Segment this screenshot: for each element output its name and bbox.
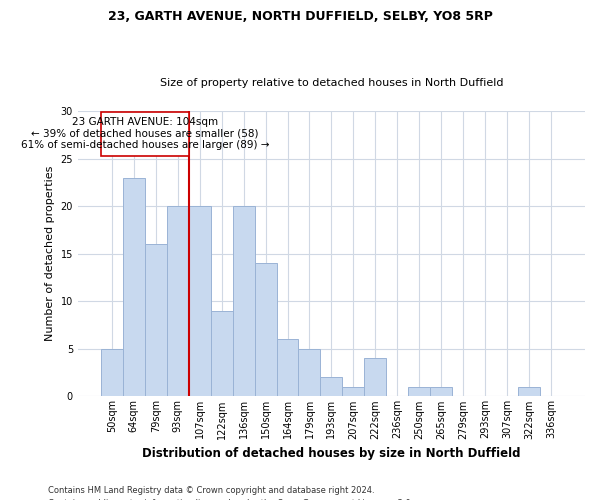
Bar xyxy=(233,206,254,396)
FancyBboxPatch shape xyxy=(101,112,189,156)
X-axis label: Distribution of detached houses by size in North Duffield: Distribution of detached houses by size … xyxy=(142,447,521,460)
Bar xyxy=(101,349,123,397)
Bar xyxy=(167,206,189,396)
Text: 23, GARTH AVENUE, NORTH DUFFIELD, SELBY, YO8 5RP: 23, GARTH AVENUE, NORTH DUFFIELD, SELBY,… xyxy=(107,10,493,23)
Bar xyxy=(518,387,540,396)
Bar xyxy=(343,387,364,396)
Bar xyxy=(298,349,320,397)
Text: Contains HM Land Registry data © Crown copyright and database right 2024.: Contains HM Land Registry data © Crown c… xyxy=(48,486,374,495)
Text: 23 GARTH AVENUE: 104sqm
← 39% of detached houses are smaller (58)
61% of semi-de: 23 GARTH AVENUE: 104sqm ← 39% of detache… xyxy=(20,117,269,150)
Title: Size of property relative to detached houses in North Duffield: Size of property relative to detached ho… xyxy=(160,78,503,88)
Bar xyxy=(254,263,277,396)
Bar xyxy=(277,340,298,396)
Bar xyxy=(408,387,430,396)
Bar xyxy=(189,206,211,396)
Y-axis label: Number of detached properties: Number of detached properties xyxy=(45,166,55,342)
Bar xyxy=(123,178,145,396)
Bar xyxy=(211,311,233,396)
Bar xyxy=(145,244,167,396)
Bar xyxy=(364,358,386,397)
Text: Contains public sector information licensed under the Open Government Licence v3: Contains public sector information licen… xyxy=(48,498,413,500)
Bar xyxy=(320,378,343,396)
Bar xyxy=(430,387,452,396)
